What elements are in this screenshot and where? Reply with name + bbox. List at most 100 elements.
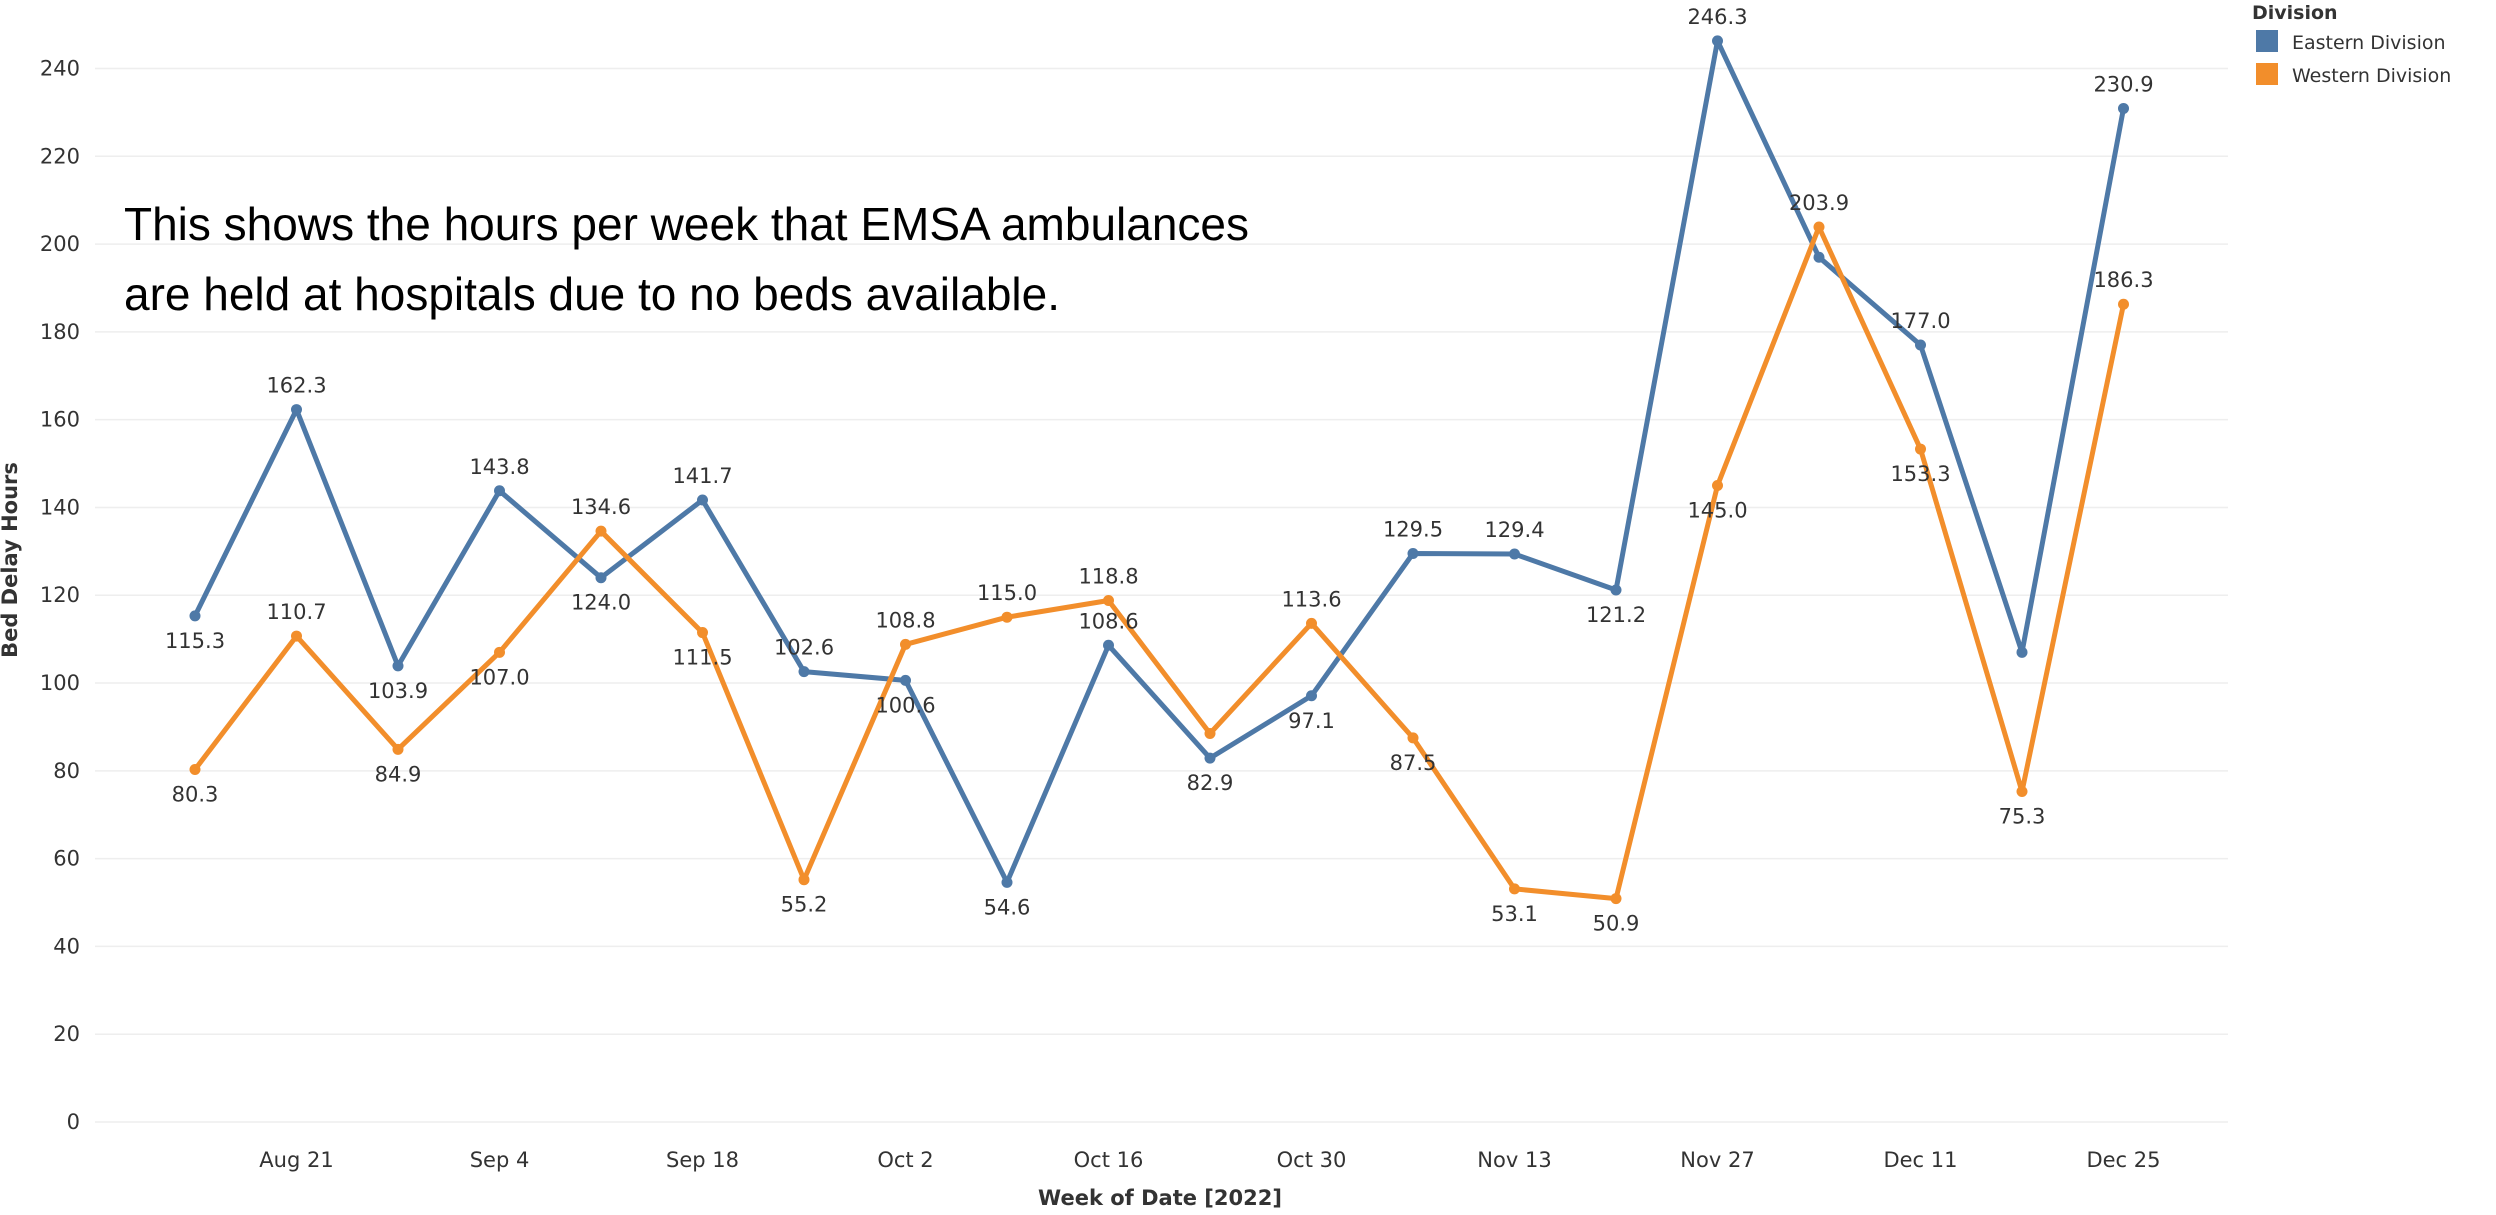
data-label: 75.3 [1999, 804, 2046, 828]
y-tick-label: 120 [40, 583, 80, 607]
legend-swatch-eastern [2256, 30, 2278, 52]
data-point [291, 630, 302, 642]
data-label: 124.0 [571, 591, 631, 615]
data-label: 102.6 [774, 636, 834, 660]
data-point [1813, 251, 1825, 263]
data-point [494, 485, 505, 497]
x-tick-label: Oct 16 [1074, 1148, 1144, 1172]
annotation-line-1: This shows the hours per week that EMSA … [124, 198, 1249, 250]
data-point [291, 404, 302, 416]
data-point [900, 674, 911, 686]
data-label: 118.8 [1078, 565, 1138, 589]
data-point [595, 525, 607, 537]
y-tick-label: 240 [40, 56, 80, 80]
data-point [1103, 595, 1114, 607]
annotation-line-2: are held at hospitals due to no beds ava… [124, 268, 1060, 320]
data-label: 143.8 [469, 455, 529, 479]
legend: Division Eastern Division Western Divisi… [2252, 2, 2451, 87]
data-label: 129.5 [1383, 518, 1443, 542]
annotation-text: This shows the hours per week that EMSA … [124, 198, 1262, 320]
data-label: 87.5 [1390, 751, 1437, 775]
data-label: 145.0 [1687, 499, 1747, 523]
y-tick-label: 100 [40, 671, 80, 695]
data-label: 115.3 [165, 629, 225, 653]
legend-label-eastern: Eastern Division [2292, 32, 2446, 54]
data-point [1306, 690, 1317, 702]
data-label: 121.2 [1586, 603, 1646, 627]
x-tick-label: Sep 4 [470, 1148, 530, 1172]
y-tick-label: 160 [40, 408, 80, 432]
data-label: 115.0 [977, 581, 1037, 605]
data-point [1204, 752, 1216, 764]
y-tick-label: 60 [53, 847, 80, 871]
data-point [697, 627, 708, 639]
data-point [1407, 732, 1419, 744]
x-tick-label: Dec 25 [2086, 1148, 2160, 1172]
data-label: 230.9 [2093, 72, 2153, 96]
x-tick-label: Aug 21 [259, 1148, 333, 1172]
data-point [1407, 548, 1419, 560]
x-tick-label: Nov 27 [1680, 1148, 1754, 1172]
data-labels: 115.3 162.3 103.9 143.8 124.0 141.7 102.6 100.6… [165, 5, 2154, 936]
data-label: 129.4 [1484, 518, 1544, 542]
data-label: 186.3 [2093, 268, 2153, 292]
series [189, 35, 2129, 905]
y-axis: 0 20 40 60 80 100 120 140 160 180 200 220 240 [40, 56, 80, 1134]
data-point [697, 494, 708, 506]
data-point [1001, 611, 1013, 623]
data-label: 84.9 [375, 762, 422, 786]
data-point [189, 764, 201, 776]
y-tick-label: 20 [53, 1022, 80, 1046]
data-point [494, 646, 505, 658]
y-tick-label: 140 [40, 495, 80, 519]
x-tick-label: Nov 13 [1477, 1148, 1551, 1172]
data-label: 54.6 [984, 895, 1031, 919]
data-point [2016, 646, 2028, 658]
data-point [2016, 785, 2028, 797]
y-tick-label: 0 [67, 1110, 80, 1134]
x-tick-label: Sep 18 [666, 1148, 739, 1172]
data-label: 113.6 [1281, 587, 1341, 611]
y-tick-label: 220 [40, 144, 80, 168]
y-axis-title: Bed Delay Hours [0, 462, 22, 658]
data-label: 162.3 [266, 374, 326, 398]
data-point [1813, 221, 1825, 233]
data-label: 97.1 [1288, 709, 1335, 733]
y-tick-label: 80 [53, 759, 80, 783]
data-label: 103.9 [368, 679, 428, 703]
data-label: 107.0 [469, 665, 529, 689]
data-point [1509, 548, 1520, 560]
data-point [1915, 339, 1926, 351]
data-label: 80.3 [172, 783, 219, 807]
data-label: 153.3 [1890, 462, 1950, 486]
data-point [1712, 480, 1723, 492]
x-tick-label: Oct 2 [877, 1148, 933, 1172]
x-tick-label: Oct 30 [1277, 1148, 1347, 1172]
legend-swatch-western [2256, 63, 2278, 85]
data-point [1509, 883, 1520, 895]
data-label: 134.6 [571, 495, 631, 519]
series-line-0 [192, 38, 2126, 885]
data-point [1103, 639, 1114, 651]
data-label: 108.6 [1078, 609, 1138, 633]
data-label: 50.9 [1593, 912, 1640, 936]
y-tick-label: 200 [40, 232, 80, 256]
legend-title: Division [2252, 2, 2338, 24]
data-label: 53.1 [1491, 902, 1538, 926]
data-label: 55.2 [781, 893, 828, 917]
gridlines [95, 67, 2228, 1123]
series-line-1 [192, 224, 2126, 902]
data-point [2118, 102, 2129, 114]
x-tick-label: Dec 11 [1883, 1148, 1957, 1172]
data-point [1610, 584, 1622, 596]
data-label: 108.8 [875, 608, 935, 632]
data-point [1712, 35, 1723, 47]
data-point [900, 638, 911, 650]
data-label: 203.9 [1789, 191, 1849, 215]
data-point [189, 610, 201, 622]
data-point [2118, 298, 2129, 310]
data-point [1610, 893, 1622, 905]
data-label: 111.5 [672, 646, 732, 670]
data-label: 177.0 [1890, 309, 1950, 333]
